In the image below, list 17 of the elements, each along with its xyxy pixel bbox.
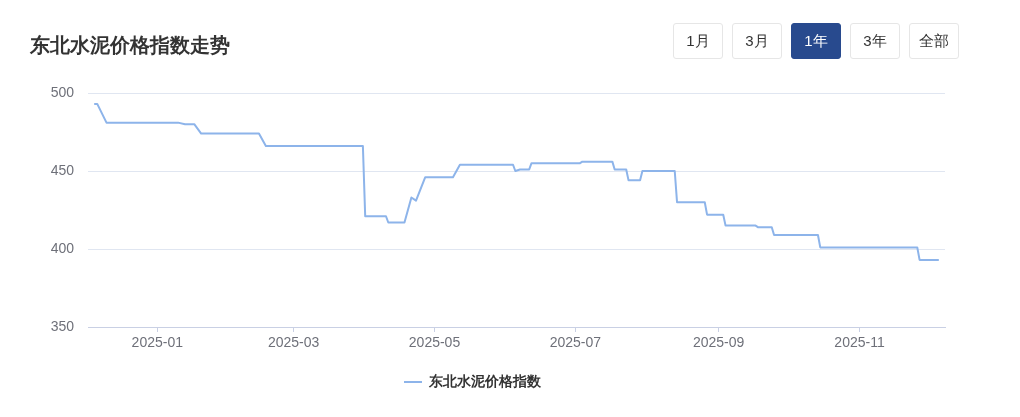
time-range-button[interactable]: 1年 <box>791 23 841 59</box>
y-tick-label: 450 <box>50 161 75 178</box>
time-range-button[interactable]: 3月 <box>732 23 782 59</box>
legend-label: 东北水泥价格指数 <box>428 372 542 389</box>
time-range-button[interactable]: 全部 <box>909 23 959 59</box>
x-tick-label: 2025-11 <box>834 334 885 351</box>
x-tick-label: 2025-05 <box>408 334 461 351</box>
chart-title: 东北水泥价格指数走势 <box>30 33 230 58</box>
x-tick-label: 2025-01 <box>131 334 184 351</box>
x-tick-label: 2025-03 <box>267 334 320 351</box>
y-tick-label: 350 <box>50 317 75 334</box>
y-tick-label: 500 <box>50 83 75 100</box>
x-tick-label: 2025-09 <box>692 334 745 351</box>
time-range-button[interactable]: 3年 <box>850 23 900 59</box>
time-range-button[interactable]: 1月 <box>673 23 723 59</box>
y-tick-label: 400 <box>50 239 75 256</box>
x-tick-label: 2025-07 <box>549 334 602 351</box>
